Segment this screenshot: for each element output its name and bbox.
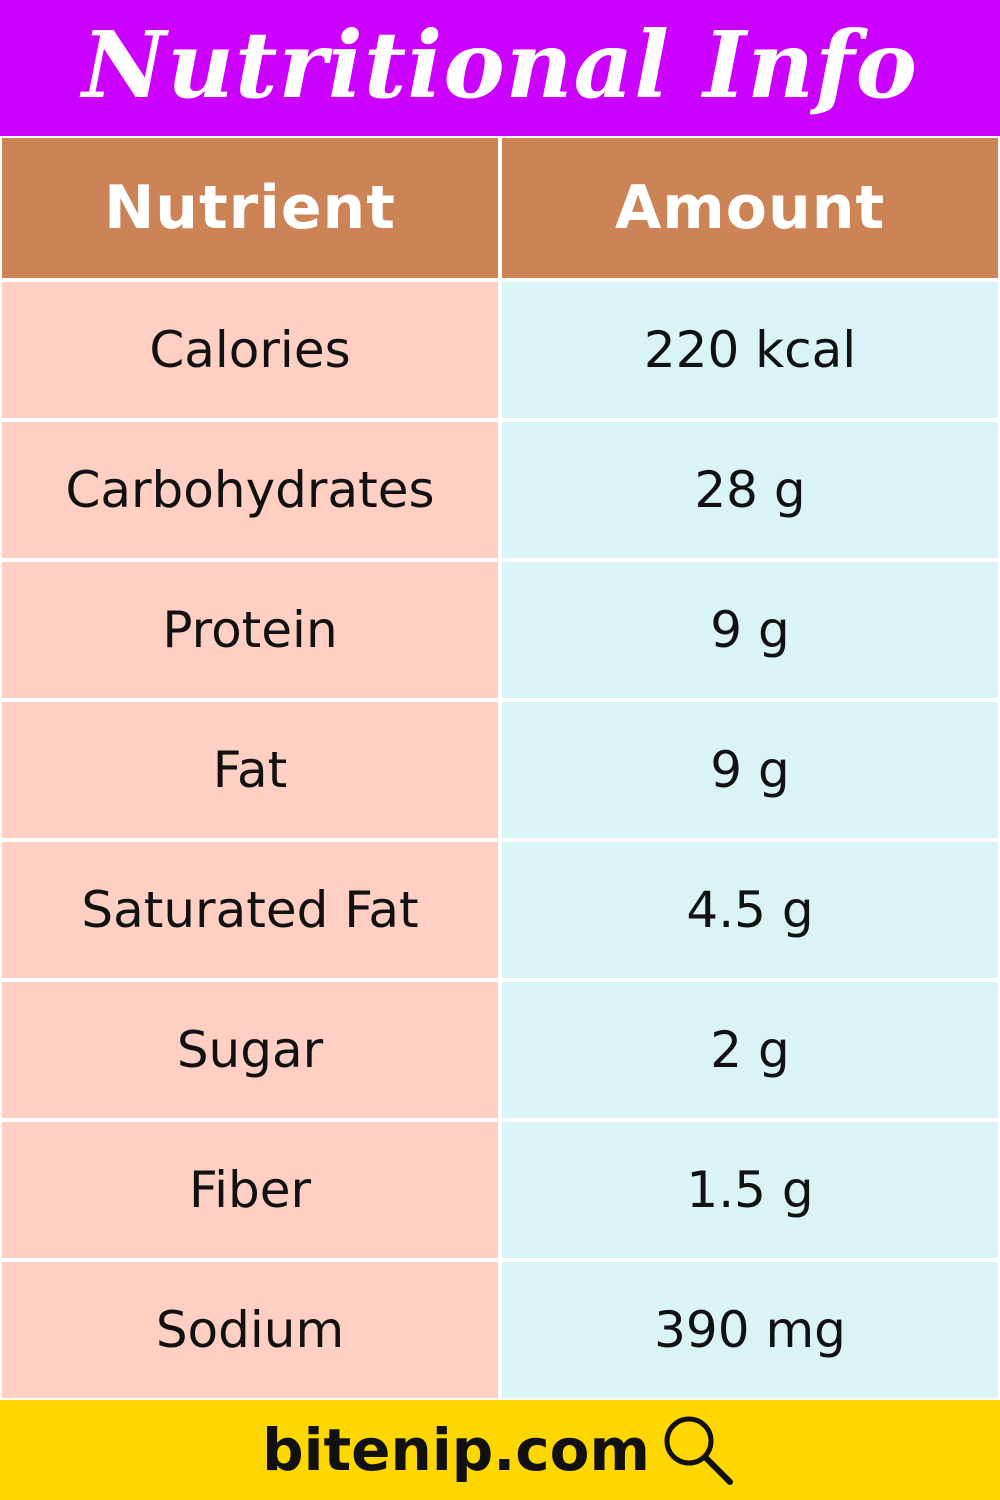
nutrient-cell: Sugar [0,980,500,1120]
nutrient-cell: Protein [0,560,500,700]
title-banner: Nutritional Info [0,0,1000,136]
page-title: Nutritional Info [81,11,919,119]
header-nutrient: Nutrient [0,136,500,280]
nutrient-cell: Carbohydrates [0,420,500,560]
amount-cell: 9 g [500,560,1000,700]
nutrient-cell: Fat [0,700,500,840]
nutrition-table: Nutrient Amount Calories 220 kcal Carboh… [0,136,1000,1400]
amount-cell: 390 mg [500,1260,1000,1400]
nutrient-cell: Saturated Fat [0,840,500,980]
amount-cell: 28 g [500,420,1000,560]
magnifying-glass-icon [664,1416,733,1485]
amount-cell: 4.5 g [500,840,1000,980]
nutrient-cell: Sodium [0,1260,500,1400]
footer-bar: bitenip.com [0,1400,1000,1500]
site-url[interactable]: bitenip.com [262,1416,650,1484]
amount-cell: 220 kcal [500,280,1000,420]
nutrient-cell: Calories [0,280,500,420]
nutrient-cell: Fiber [0,1120,500,1260]
amount-cell: 2 g [500,980,1000,1120]
amount-cell: 9 g [500,700,1000,840]
header-amount: Amount [500,136,1000,280]
amount-cell: 1.5 g [500,1120,1000,1260]
